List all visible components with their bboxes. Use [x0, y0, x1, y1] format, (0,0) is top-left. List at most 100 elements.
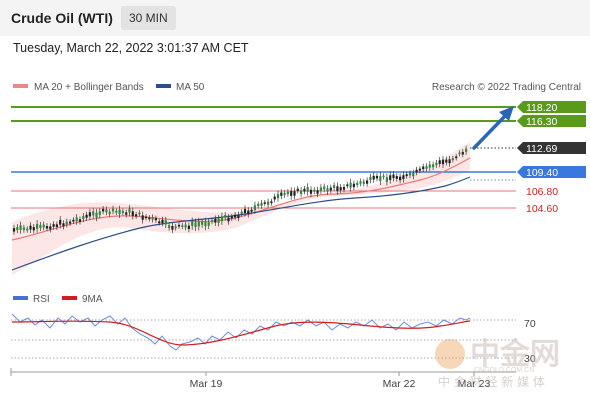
candle-body	[204, 221, 207, 227]
candle-body	[428, 164, 431, 168]
candle-body	[316, 190, 319, 194]
candle-body	[399, 176, 402, 181]
watermark-chinese: 中金网	[470, 337, 560, 372]
candle-body	[455, 156, 458, 159]
candle-body	[342, 187, 346, 190]
candle-body	[201, 221, 204, 225]
candle-body	[144, 216, 148, 219]
candle-body	[402, 175, 405, 180]
candle-body	[78, 219, 82, 222]
pivot-tag: 109.40	[517, 166, 586, 179]
candle-body	[286, 191, 289, 195]
candle-body	[29, 225, 32, 230]
chart-header: Crude Oil (WTI) 30 MIN	[0, 0, 590, 36]
candle-body	[214, 218, 217, 223]
candle-body	[65, 221, 68, 225]
candle-body	[435, 162, 438, 166]
support-label-106: 106.80	[526, 186, 558, 198]
rsi-label-30: 30	[524, 353, 536, 365]
candle-body	[243, 208, 247, 213]
candle-body	[49, 226, 52, 230]
candle-body	[128, 208, 131, 213]
candle-body	[154, 218, 157, 221]
price-chart: MA 20 + Bollinger Bands MA 50 Research ©…	[11, 82, 586, 275]
candle-body	[227, 217, 230, 222]
x-label-mar19: Mar 19	[190, 378, 223, 390]
candle-body	[339, 187, 342, 191]
candle-body	[75, 217, 78, 222]
candle-body	[171, 225, 174, 230]
candle-body	[412, 172, 415, 177]
rsi-ma-line	[11, 320, 471, 346]
bollinger-legend-swatch	[13, 84, 28, 88]
candle-body	[108, 211, 111, 215]
candle-body	[300, 190, 303, 194]
x-label-mar22: Mar 22	[383, 378, 416, 390]
candle-body	[164, 220, 167, 225]
candle-body	[181, 225, 184, 227]
svg-text:116.30: 116.30	[526, 116, 557, 128]
candle-body	[88, 212, 91, 217]
candle-body	[270, 201, 273, 204]
candle-body	[131, 211, 134, 216]
candle-body	[303, 188, 306, 192]
rsi-ma-legend-label: 9MA	[82, 294, 103, 305]
candle-body	[438, 160, 441, 164]
research-credit: Research © 2022 Trading Central	[432, 82, 581, 93]
level-tag-118: 118.20	[517, 101, 586, 114]
timeframe-button[interactable]: 30 MIN	[121, 6, 176, 30]
candle-body	[22, 227, 25, 231]
rsi-legend-label: RSI	[33, 294, 50, 305]
candle-body	[59, 219, 62, 225]
candle-body	[174, 226, 177, 229]
candle-body	[260, 202, 263, 206]
candle-body	[319, 187, 322, 191]
candle-body	[362, 181, 365, 184]
candle-body	[12, 228, 16, 232]
candle-body	[392, 174, 395, 179]
candle-body	[184, 224, 187, 228]
candle-body	[415, 169, 418, 173]
candle-body	[253, 205, 256, 211]
target-arrow-icon	[472, 106, 514, 150]
main-legend: MA 20 + Bollinger Bands MA 50 Research ©…	[13, 82, 581, 93]
candle-body	[306, 187, 309, 192]
candle-body	[283, 192, 286, 196]
candle-body	[366, 180, 369, 184]
candle-body	[296, 188, 299, 191]
candle-body	[237, 214, 240, 219]
candle-body	[290, 191, 293, 196]
candle-body	[267, 201, 270, 205]
candle-body	[356, 182, 359, 185]
candle-body	[369, 176, 372, 181]
candle-body	[389, 175, 392, 180]
cngold-watermark: 中金网 CNGOLD.COM.CN 中 金 财 经 新 媒 体	[435, 337, 560, 389]
ma50-legend-label: MA 50	[176, 82, 205, 93]
candle-body	[115, 210, 118, 213]
timestamp: Tuesday, March 22, 2022 3:01:37 AM CET	[13, 41, 249, 55]
cngold-logo-icon	[435, 339, 465, 369]
level-tag-116: 116.30	[517, 115, 586, 128]
support-label-104: 104.60	[526, 203, 558, 215]
svg-text:109.40: 109.40	[526, 167, 558, 179]
svg-text:112.69: 112.69	[526, 143, 557, 155]
candle-body	[72, 219, 75, 222]
candlesticks	[12, 145, 468, 235]
candle-body	[161, 219, 164, 224]
candle-body	[333, 185, 336, 189]
instrument-title: Crude Oil (WTI)	[11, 10, 113, 26]
ma50-legend-swatch	[156, 84, 171, 88]
candle-body	[346, 184, 349, 187]
candle-body	[62, 223, 65, 227]
candle-body	[55, 224, 58, 228]
candle-body	[451, 158, 454, 161]
svg-text:118.20: 118.20	[526, 102, 557, 114]
candle-body	[448, 159, 451, 164]
candle-body	[141, 215, 144, 220]
candle-body	[98, 211, 101, 215]
candle-body	[224, 215, 227, 218]
candle-body	[313, 189, 316, 192]
rsi-label-70: 70	[524, 318, 536, 330]
candle-body	[220, 216, 223, 222]
rsi-panel: RSI 9MA 70 30 Mar 19 Mar 22 Mar 23	[10, 294, 536, 390]
